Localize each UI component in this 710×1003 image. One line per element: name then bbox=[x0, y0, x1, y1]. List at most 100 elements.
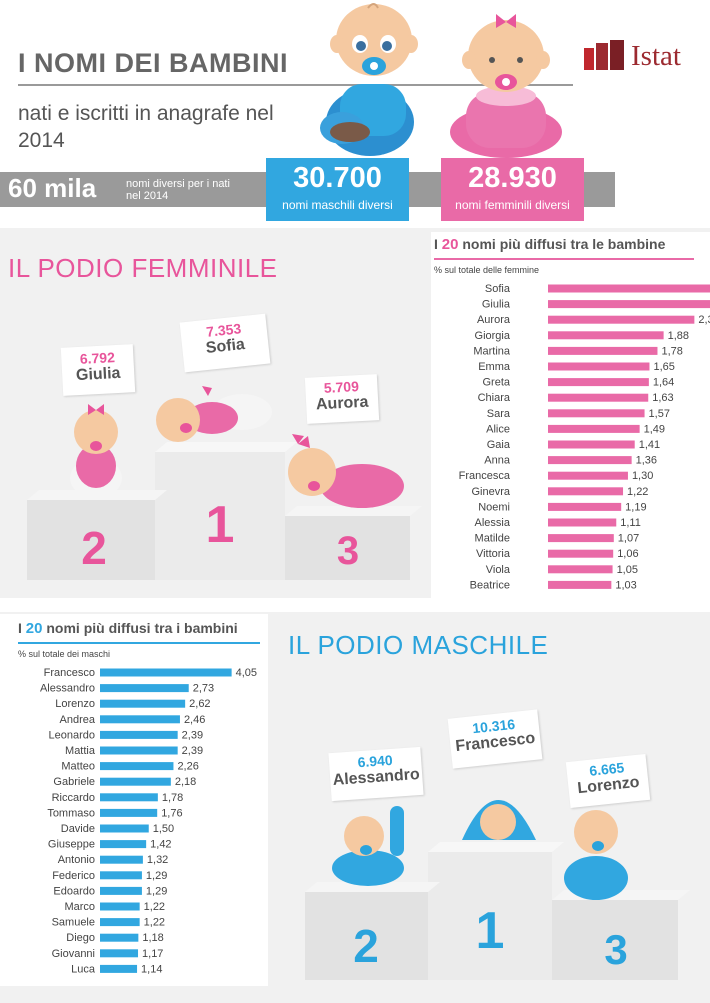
bar-category-label: Chiara bbox=[478, 392, 511, 404]
bar bbox=[100, 824, 149, 833]
female-names-count: 28.930 bbox=[468, 162, 557, 194]
bar bbox=[100, 886, 142, 895]
bar bbox=[548, 580, 612, 589]
bar-value-label: 2,18 bbox=[175, 776, 196, 788]
bar-value-label: 2,38 bbox=[698, 314, 710, 326]
bar-category-label: Marco bbox=[64, 901, 95, 913]
bar-value-label: 2,46 bbox=[184, 714, 205, 726]
total-names-desc: nomi diversi per i nati nel 2014 bbox=[126, 178, 230, 202]
bar bbox=[548, 534, 614, 543]
bar-category-label: Tommaso bbox=[47, 807, 95, 819]
bar-category-label: Greta bbox=[482, 377, 510, 389]
bar-value-label: 2,39 bbox=[182, 729, 203, 741]
bar-category-label: Lorenzo bbox=[55, 698, 95, 710]
bar-category-label: Federico bbox=[52, 870, 95, 882]
bar-value-label: 1,14 bbox=[141, 963, 162, 975]
bar-value-label: 1,57 bbox=[649, 408, 670, 420]
female-podium-title: IL PODIO FEMMINILE bbox=[8, 253, 278, 283]
female-names-label: nomi femminili diversi bbox=[455, 198, 570, 212]
bar-value-label: 1,19 bbox=[625, 501, 646, 513]
bar-value-label: 1,22 bbox=[144, 917, 165, 929]
female-podium-rank-1: 1 bbox=[206, 496, 235, 554]
page-subtitle: nati e iscritti in anagrafe nel 2014 bbox=[18, 102, 274, 152]
bar-category-label: Edoardo bbox=[53, 885, 95, 897]
bar-value-label: 1,30 bbox=[632, 470, 653, 482]
male-names-label: nomi maschili diversi bbox=[282, 198, 393, 212]
bar-category-label: Martina bbox=[473, 345, 511, 357]
male-podium-card-3: 6.665 Lorenzo bbox=[565, 753, 651, 809]
bar bbox=[548, 487, 624, 496]
bar-category-label: Viola bbox=[486, 564, 511, 576]
male-podium-rank-2: 2 bbox=[353, 920, 379, 972]
male-podium-card-2: 6.940 Alessandro bbox=[328, 746, 424, 802]
bar bbox=[100, 808, 158, 817]
male-podium: 1 2 3 bbox=[305, 842, 690, 980]
bar-category-label: Alessandro bbox=[40, 683, 95, 695]
bar-category-label: Giulia bbox=[482, 299, 511, 311]
female-podium-card-1: 7.353 Sofia bbox=[179, 313, 271, 373]
female-podium: 1 2 3 bbox=[27, 442, 422, 580]
bar-category-label: Samuele bbox=[52, 917, 95, 929]
bar-category-label: Sofia bbox=[485, 283, 511, 295]
female-podium-card-3: 5.709 Aurora bbox=[304, 374, 380, 424]
bar-category-label: Andrea bbox=[60, 714, 96, 726]
bar bbox=[548, 393, 649, 402]
baby-boy-2nd-illustration bbox=[332, 806, 404, 886]
baby-girl-2nd-illustration bbox=[70, 404, 122, 498]
bar-value-label: 1,64 bbox=[653, 377, 674, 389]
baby-girl-illustration bbox=[450, 14, 562, 158]
bar bbox=[100, 871, 142, 880]
bar bbox=[100, 793, 158, 802]
bar-value-label: 1,42 bbox=[150, 839, 171, 851]
bar bbox=[100, 949, 139, 958]
bar bbox=[100, 684, 189, 693]
female-podium-card-2: 6.792 Giulia bbox=[60, 344, 136, 396]
bar bbox=[548, 346, 658, 355]
bar-category-label: Riccardo bbox=[52, 792, 95, 804]
bar bbox=[548, 424, 640, 433]
bar-value-label: 1,88 bbox=[668, 330, 689, 342]
male-names-count: 30.700 bbox=[293, 162, 382, 194]
bar-category-label: Francesca bbox=[459, 470, 511, 482]
female-chart-title: I 20 nomi più diffusi tra le bambine bbox=[434, 236, 704, 253]
bar-category-label: Sara bbox=[487, 408, 511, 420]
baby-boy-3rd-illustration bbox=[564, 810, 628, 900]
bar bbox=[548, 456, 632, 465]
bar-value-label: 1,06 bbox=[617, 548, 638, 560]
bar bbox=[100, 730, 178, 739]
bar bbox=[100, 668, 232, 677]
bar-category-label: Giuseppe bbox=[48, 839, 95, 851]
bar bbox=[548, 378, 649, 387]
bar bbox=[548, 315, 695, 324]
bar-value-label: 1,78 bbox=[162, 792, 183, 804]
istat-logo-icon bbox=[584, 40, 624, 70]
bar-value-label: 2,26 bbox=[177, 761, 198, 773]
female-podium-rank-3: 3 bbox=[337, 529, 359, 573]
female-chart-title-num: 20 bbox=[441, 236, 459, 253]
bar bbox=[548, 284, 710, 293]
bar-value-label: 4,05 bbox=[236, 667, 257, 679]
bar-value-label: 1,07 bbox=[618, 533, 639, 545]
bar bbox=[100, 902, 140, 911]
bar-category-label: Davide bbox=[61, 823, 95, 835]
bar bbox=[100, 964, 138, 973]
female-2-name: Giulia bbox=[75, 364, 121, 385]
bar-category-label: Aurora bbox=[477, 314, 511, 326]
bar bbox=[548, 300, 710, 309]
female-names-box: 28.930 nomi femminili diversi bbox=[441, 158, 584, 221]
page-title: I NOMI DEI BAMBINI bbox=[18, 48, 288, 78]
bar-value-label: 1,78 bbox=[661, 345, 682, 357]
bar-value-label: 1,22 bbox=[144, 901, 165, 913]
bar-value-label: 1,63 bbox=[652, 392, 673, 404]
female-chart-title-line bbox=[434, 258, 694, 260]
bar bbox=[100, 746, 178, 755]
baby-boy-illustration bbox=[320, 3, 418, 156]
bar bbox=[548, 565, 613, 574]
bar bbox=[548, 440, 635, 449]
male-podium-rank-3: 3 bbox=[604, 926, 627, 973]
bar-category-label: Diego bbox=[66, 932, 95, 944]
istat-logo-text: Istat bbox=[631, 40, 681, 72]
bar-category-label: Giorgia bbox=[475, 330, 511, 342]
bar-value-label: 1,11 bbox=[620, 517, 641, 529]
bar bbox=[100, 933, 139, 942]
